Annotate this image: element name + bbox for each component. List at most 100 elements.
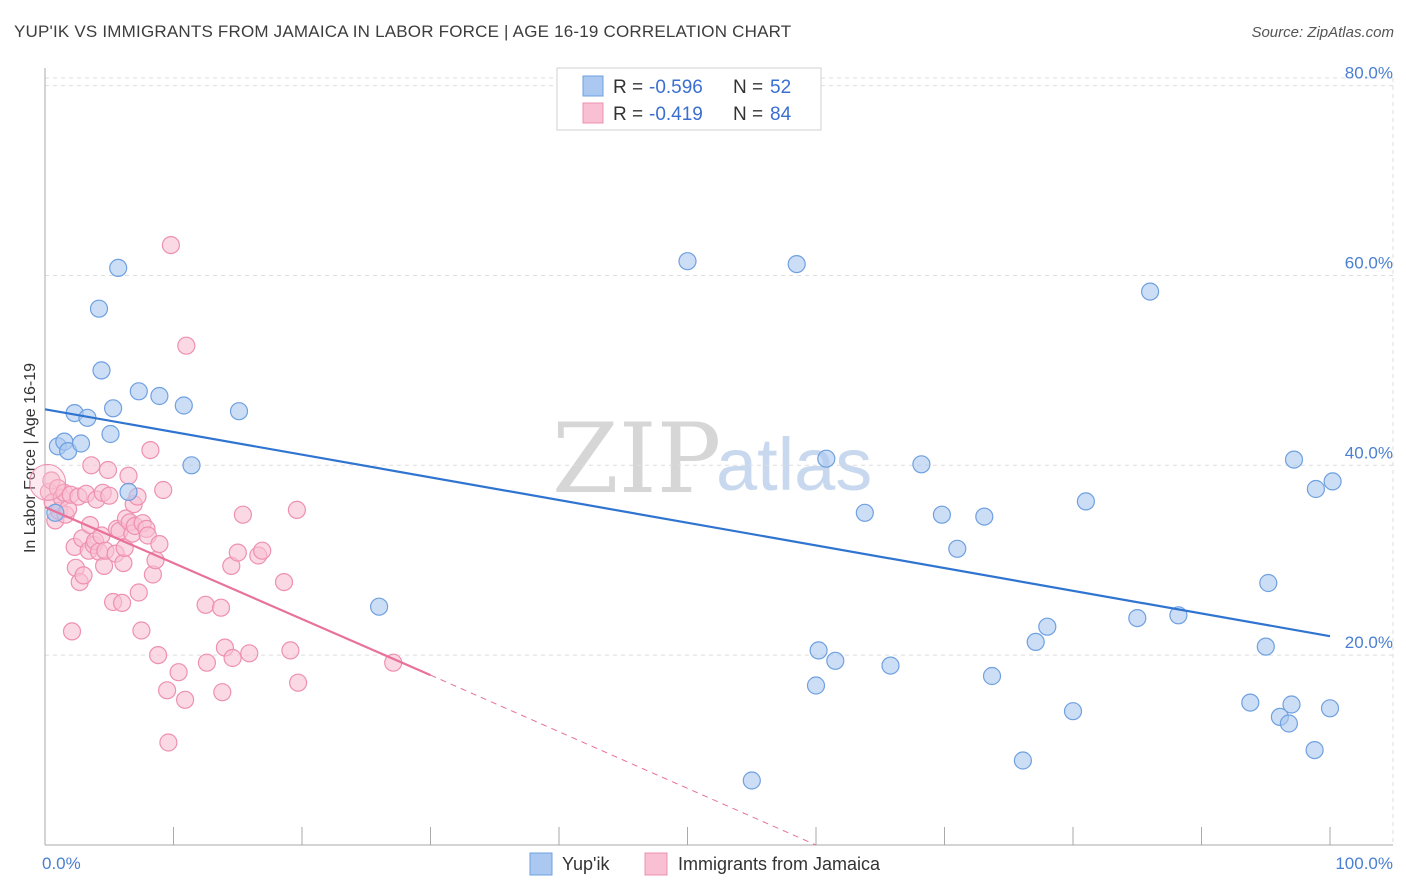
yupik-point-23 — [809, 641, 828, 660]
jamaica-point-47 — [132, 621, 151, 640]
yupik-point-33 — [1013, 751, 1033, 770]
watermark-zip: ZIP — [552, 403, 721, 515]
bottom-legend-label-yupik: Yup'ik — [562, 854, 610, 874]
bottom-legend-label-jamaica: Immigrants from Jamaica — [678, 854, 881, 874]
yupik-point-21 — [787, 255, 806, 274]
yupik-point-45 — [1279, 714, 1299, 733]
yupik-point-11 — [109, 258, 128, 277]
yupik-point-28 — [912, 455, 931, 474]
jamaica-point-72 — [240, 644, 259, 663]
y-tick-label-40: 40.0% — [1345, 443, 1393, 462]
bottom-legend-swatch-jamaica — [644, 852, 668, 876]
yupik-point-31 — [975, 507, 994, 526]
yupik-point-39 — [1140, 282, 1160, 301]
jamaica-point-21 — [82, 456, 101, 475]
jamaica-point-51 — [141, 441, 160, 460]
stats-legend: R = -0.596 N = 52 R = -0.419 N = 84 — [556, 67, 822, 131]
yupik-point-36 — [1063, 702, 1083, 721]
legend-n-label-jamaica: N = — [733, 104, 763, 125]
yupik-point-25 — [826, 651, 845, 670]
yupik-point-34 — [1026, 632, 1045, 652]
jamaica-point-30 — [98, 460, 118, 480]
jamaica-point-76 — [281, 641, 300, 660]
trend-line-jamaica — [44, 506, 431, 677]
yupik-point-48 — [1306, 479, 1326, 499]
yupik-point-27 — [881, 656, 900, 675]
chart-title: YUP'IK VS IMMIGRANTS FROM JAMAICA IN LAB… — [14, 22, 792, 41]
jamaica-point-77 — [287, 500, 306, 519]
yupik-point-49 — [1305, 740, 1324, 760]
x-axis-ticks — [44, 827, 1331, 845]
jamaica-point-60 — [169, 663, 188, 682]
jamaica-point-46 — [129, 583, 148, 602]
yupik-point-51 — [1323, 472, 1342, 491]
jamaica-point-40 — [119, 466, 138, 485]
jamaica-point-63 — [196, 595, 215, 614]
legend-r-label-yupik: R = — [613, 77, 643, 98]
yupik-point-17 — [229, 402, 249, 421]
watermark: ZIP atlas — [552, 403, 872, 515]
jamaica-point-62 — [177, 336, 196, 355]
legend-r-value-jamaica: -0.419 — [649, 104, 703, 125]
yupik-point-10 — [103, 399, 123, 418]
yupik-point-5 — [71, 434, 91, 453]
yupik-point-12 — [119, 482, 138, 501]
yupik-point-0 — [46, 503, 65, 522]
jamaica-point-large — [29, 463, 67, 501]
jamaica-point-37 — [114, 553, 133, 573]
jamaica-point-65 — [211, 598, 231, 617]
watermark-atlas: atlas — [716, 423, 872, 506]
jamaica-point-57 — [158, 681, 177, 700]
y-tick-label-20: 20.0% — [1345, 633, 1393, 652]
jamaica-point-17 — [74, 566, 93, 585]
legend-swatch-jamaica — [582, 102, 604, 124]
x-tick-label-left: 0.0% — [42, 854, 81, 873]
yupik-point-15 — [174, 396, 193, 415]
series-legend: Yup'ik Immigrants from Jamaica — [529, 852, 881, 876]
series-jamaica-points — [29, 236, 403, 752]
yupik-point-18 — [370, 597, 389, 616]
yupik-point-43 — [1259, 573, 1278, 593]
yupik-point-41 — [1241, 693, 1260, 712]
jamaica-point-71 — [233, 505, 252, 524]
jamaica-point-66 — [213, 683, 232, 702]
jamaica-point-55 — [150, 534, 169, 554]
yupik-point-16 — [182, 456, 201, 475]
yupik-point-20 — [742, 771, 761, 790]
jamaica-point-75 — [274, 572, 294, 592]
yupik-point-35 — [1038, 617, 1057, 636]
yupik-point-13 — [129, 382, 148, 401]
jamaica-point-54 — [149, 645, 168, 665]
yupik-point-22 — [806, 676, 826, 695]
jamaica-point-56 — [154, 480, 173, 500]
jamaica-point-59 — [161, 236, 180, 255]
legend-n-value-yupik: 52 — [770, 77, 791, 98]
yupik-point-19 — [678, 252, 697, 271]
bottom-legend-swatch-yupik — [529, 852, 553, 876]
legend-r-value-yupik: -0.596 — [649, 77, 703, 98]
legend-r-label-jamaica: R = — [613, 104, 643, 125]
y-tick-label-80: 80.0% — [1345, 64, 1393, 83]
trend-lines — [44, 408, 1331, 846]
yupik-point-47 — [1284, 450, 1304, 469]
yupik-point-7 — [89, 299, 109, 318]
yupik-point-32 — [982, 666, 1002, 686]
trend-line-jamaica-extension — [430, 674, 817, 846]
yupik-point-37 — [1076, 492, 1096, 511]
yupik-point-30 — [948, 539, 967, 558]
legend-n-label-yupik: N = — [733, 77, 763, 98]
jamaica-point-69 — [223, 648, 242, 668]
jamaica-point-36 — [112, 593, 132, 613]
source-credit: Source: ZipAtlas.com — [1251, 24, 1394, 41]
jamaica-point-70 — [228, 543, 247, 562]
jamaica-point-78 — [289, 673, 308, 692]
jamaica-point-64 — [197, 653, 216, 672]
yupik-point-14 — [150, 386, 169, 406]
y-axis-title: In Labor Force | Age 16-19 — [22, 363, 39, 553]
series-yupik-points — [46, 252, 1342, 790]
x-tick-label-right: 100.0% — [1335, 854, 1393, 873]
yupik-point-8 — [92, 361, 111, 380]
yupik-point-24 — [817, 449, 836, 468]
jamaica-point-74 — [253, 541, 272, 560]
